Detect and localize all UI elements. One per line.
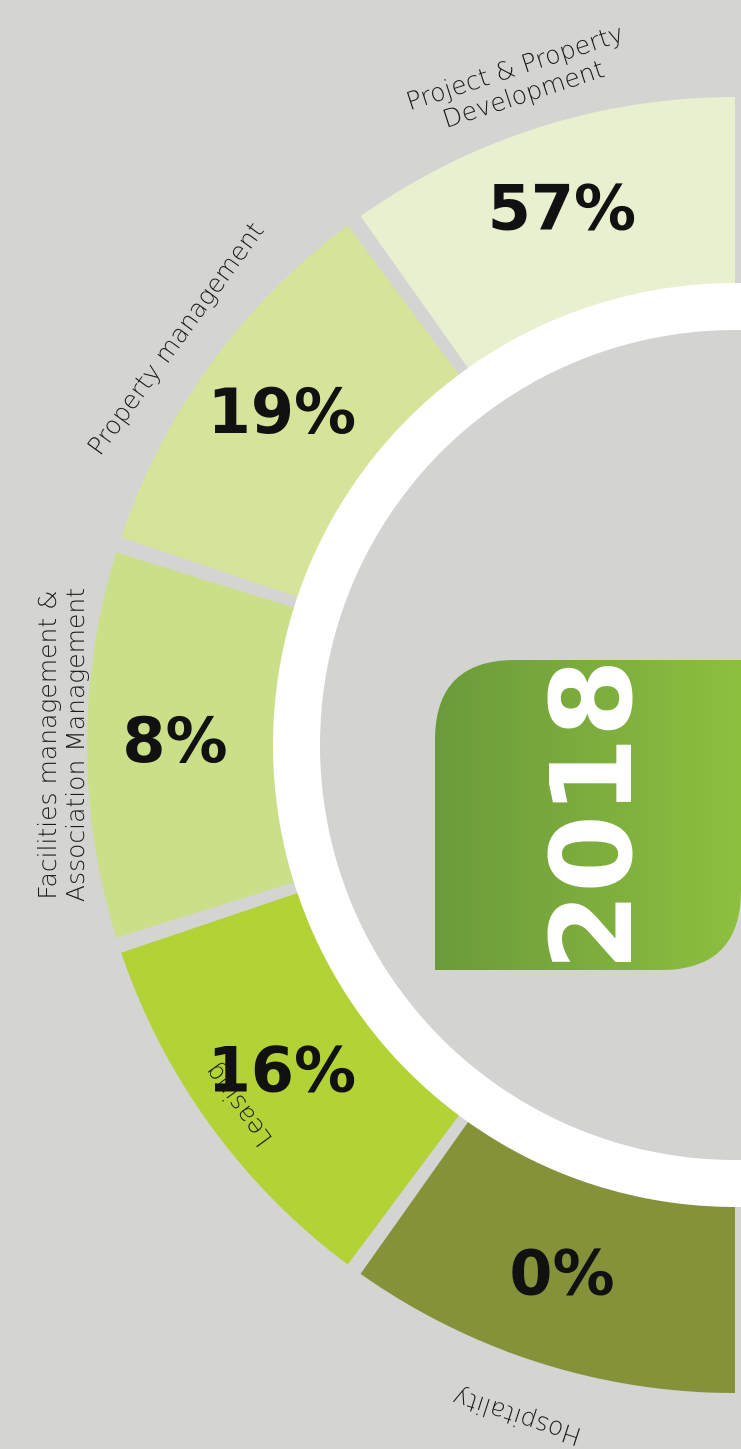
segment — [121, 886, 473, 1265]
segment-value: 16% — [208, 1033, 356, 1106]
segment-label: Association Management — [61, 588, 90, 902]
segment-label: Facilities management & — [33, 590, 62, 899]
segment-value: 0% — [509, 1237, 614, 1310]
segment — [86, 552, 315, 938]
segment-value: 8% — [122, 704, 227, 777]
segment — [121, 225, 473, 604]
year-badge — [435, 660, 741, 970]
segment-value: 57% — [488, 172, 636, 245]
year-label: 2018 — [528, 659, 658, 971]
segment-value: 19% — [208, 375, 356, 448]
